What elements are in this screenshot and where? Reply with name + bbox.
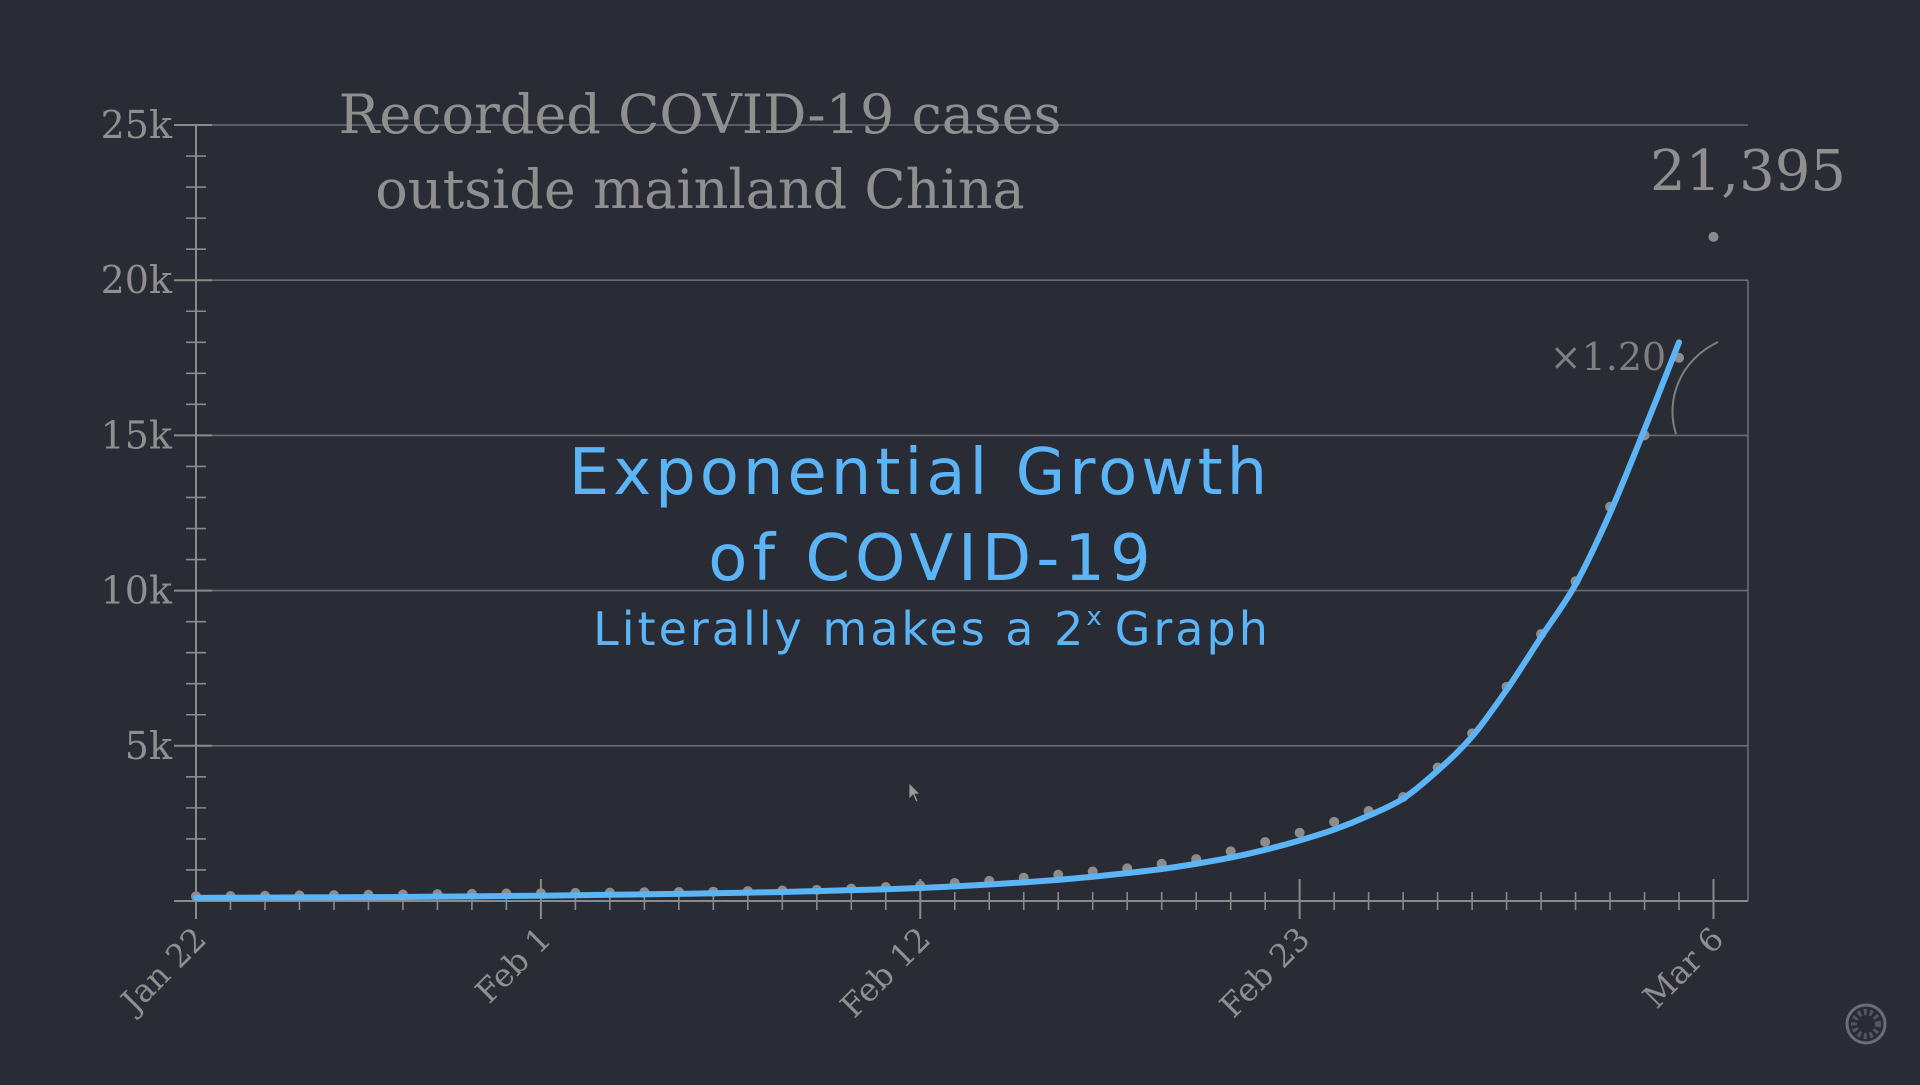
y-tick-label-3: 20k <box>101 258 173 302</box>
overlay-subheading-base: Literally makes a 2 <box>593 602 1086 656</box>
chart-title-line-2: outside mainland China <box>375 158 1024 221</box>
x-tick-label-1: Feb 1 <box>468 920 559 1011</box>
overlay-subheading-tail: Graph <box>1115 602 1271 656</box>
data-point-33 <box>1329 816 1340 827</box>
final-value-label: 21,395 <box>1650 139 1846 204</box>
data-point-32 <box>1294 827 1305 838</box>
data-point-31 <box>1260 837 1271 848</box>
x-tick-label-0: Jan 22 <box>112 920 214 1022</box>
cursor-icon <box>908 782 921 803</box>
fit-curve <box>193 339 1683 901</box>
growth-arc <box>1671 341 1719 435</box>
data-point-30 <box>1225 846 1236 857</box>
x-tick-label-4: Mar 6 <box>1635 920 1731 1016</box>
overlay-heading-line-1: Exponential Growth <box>569 436 1271 510</box>
data-point-44 <box>1708 231 1719 242</box>
exponential-fit-line <box>193 339 1683 901</box>
overlay-subheading-sup: x <box>1086 602 1104 632</box>
chart-title-line-1: Recorded COVID-19 cases <box>339 83 1062 146</box>
y-tick-label-2: 15k <box>101 413 173 457</box>
loading-ring-icon <box>1845 1003 1887 1045</box>
x-tick-label-3: Feb 23 <box>1212 920 1317 1025</box>
growth-factor-label: ×1.20 <box>1550 335 1666 379</box>
y-tick-label-0: 5k <box>125 724 173 768</box>
y-tick-label-1: 10k <box>101 569 173 613</box>
x-tick-label-2: Feb 12 <box>833 920 938 1025</box>
overlay-subheading: Literally makes a 2x Graph <box>593 602 1271 656</box>
y-tick-label-4: 25k <box>101 103 173 147</box>
overlay-heading-line-2: of COVID-19 <box>708 522 1155 596</box>
grid-lines <box>196 124 1748 747</box>
